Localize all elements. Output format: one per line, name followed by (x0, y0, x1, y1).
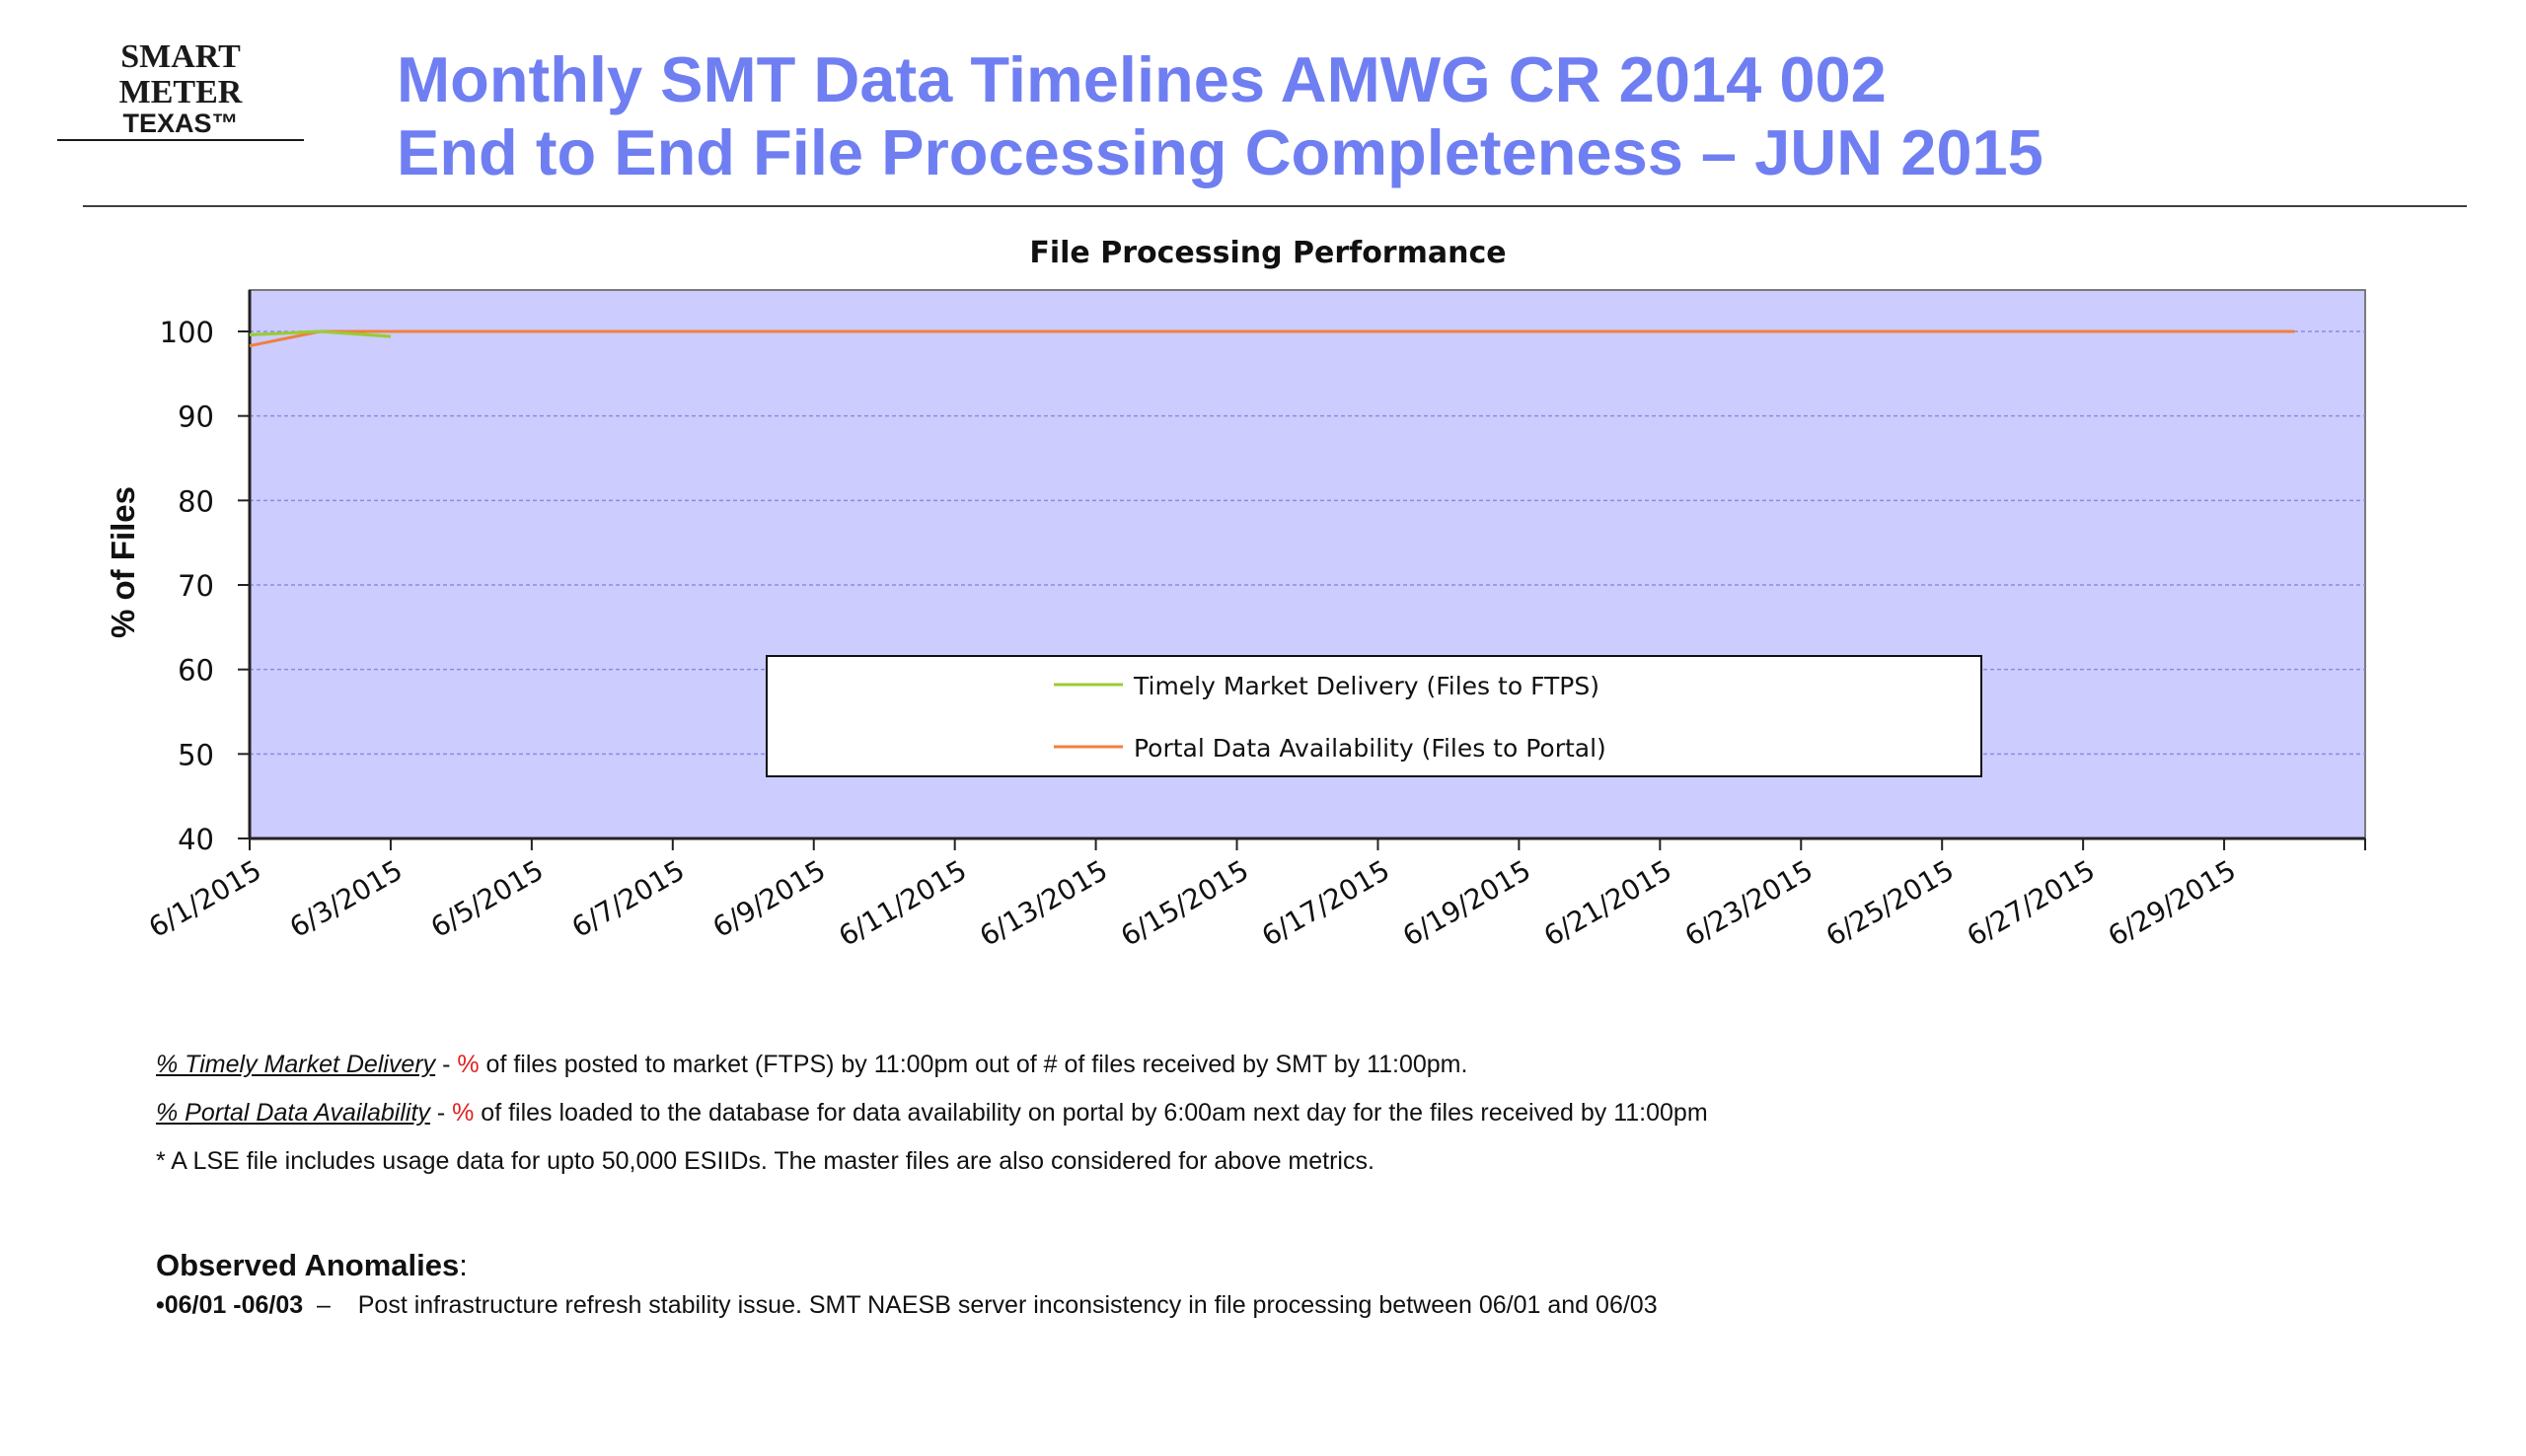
term-portal-data-availability: % Portal Data Availability (156, 1099, 430, 1127)
x-tick-label: 6/19/2015 (1397, 853, 1536, 952)
x-tick-label: 6/15/2015 (1115, 853, 1254, 952)
x-tick-label: 6/9/2015 (707, 853, 831, 943)
logo-rule (57, 139, 304, 141)
x-axis-ticks: 6/1/2015 6/3/2015 6/5/2015 6/7/2015 6/9/2015… (143, 838, 2366, 953)
observed-anomalies: Observed Anomalies: •06/01 -06/03 – Post… (156, 1248, 1658, 1320)
series-line-portal-data-availability (249, 329, 2295, 348)
file-processing-chart: File Processing Performance 100 90 80 70 60 5… (105, 236, 2366, 953)
x-tick-label: 6/1/2015 (143, 853, 266, 943)
y-tick-label: 100 (160, 316, 214, 349)
y-tick-label: 90 (178, 400, 214, 434)
x-tick-label: 6/17/2015 (1256, 853, 1395, 952)
x-tick-label: 6/23/2015 (1679, 853, 1819, 952)
legend-label-portal: Portal Data Availability (Files to Porta… (1134, 734, 1606, 763)
y-tick-label: 80 (178, 484, 214, 518)
anomaly-item: •06/01 -06/03 – Post infrastructure refr… (156, 1291, 1658, 1320)
x-tick-label: 6/7/2015 (566, 853, 690, 943)
definition-portal: % Portal Data Availability - % of files … (156, 1099, 1708, 1147)
x-tick-label: 6/27/2015 (1962, 853, 2101, 952)
page-title-line-2: End to End File Processing Completeness … (397, 116, 2043, 188)
header-divider (83, 205, 2467, 207)
logo-line-2: TEXAS™ (122, 109, 239, 138)
footnote: * A LSE file includes usage data for upt… (156, 1147, 1374, 1175)
chart-title: File Processing Performance (1029, 236, 1506, 270)
y-tick-label: 70 (178, 569, 214, 603)
x-tick-label: 6/29/2015 (2103, 853, 2242, 952)
legend-label-timely: Timely Market Delivery (Files to FTPS) (1133, 672, 1599, 700)
x-tick-label: 6/21/2015 (1538, 853, 1677, 952)
definition-timely: % Timely Market Delivery - % of files po… (156, 1051, 1708, 1099)
page-title-line-1: Monthly SMT Data Timelines AMWG CR 2014 … (397, 43, 1887, 115)
y-tick-label: 40 (178, 823, 214, 856)
anomalies-heading-colon: : (459, 1248, 468, 1282)
anomaly-description: Post infrastructure refresh stability is… (357, 1291, 1658, 1319)
definition-dash: - (435, 1051, 458, 1078)
series-layer (249, 329, 2295, 348)
term-timely-market-delivery: % Timely Market Delivery (156, 1051, 436, 1078)
definition-dash: - (429, 1099, 453, 1127)
page-title: Monthly SMT Data Timelines AMWG CR 2014 … (397, 43, 2043, 189)
x-tick-label: 6/11/2015 (833, 853, 972, 952)
definition-text: of files loaded to the database for data… (474, 1099, 1708, 1127)
x-tick-label: 6/3/2015 (284, 853, 408, 943)
anomaly-dash: – (303, 1291, 358, 1319)
x-tick-label: 6/13/2015 (974, 853, 1113, 952)
x-tick-label: 6/5/2015 (425, 853, 549, 943)
percent-symbol: % (457, 1051, 480, 1078)
y-tick-label: 60 (178, 654, 214, 688)
legend-box (766, 655, 1982, 777)
y-tick-label: 50 (178, 738, 214, 771)
metric-definitions: % Timely Market Delivery - % of files po… (156, 1051, 1708, 1196)
anomalies-heading: Observed Anomalies: (156, 1248, 1658, 1283)
legend: Timely Market Delivery (Files to FTPS) P… (766, 655, 1982, 777)
anomalies-heading-text: Observed Anomalies (156, 1248, 460, 1282)
anomaly-date-range: •06/01 -06/03 (156, 1291, 304, 1319)
logo-line-1: SMART METER (118, 38, 243, 110)
definition-text: of files posted to market (FTPS) by 11:0… (479, 1051, 1468, 1078)
percent-symbol: % (452, 1099, 475, 1127)
smart-meter-texas-logo: SMART METER TEXAS™ (57, 39, 304, 141)
series-line-timely-overlay (249, 329, 392, 338)
x-tick-label: 6/25/2015 (1820, 853, 1960, 952)
y-axis-label: % of Files (105, 486, 141, 638)
y-axis-ticks: 100 90 80 70 60 50 40 (160, 316, 250, 856)
